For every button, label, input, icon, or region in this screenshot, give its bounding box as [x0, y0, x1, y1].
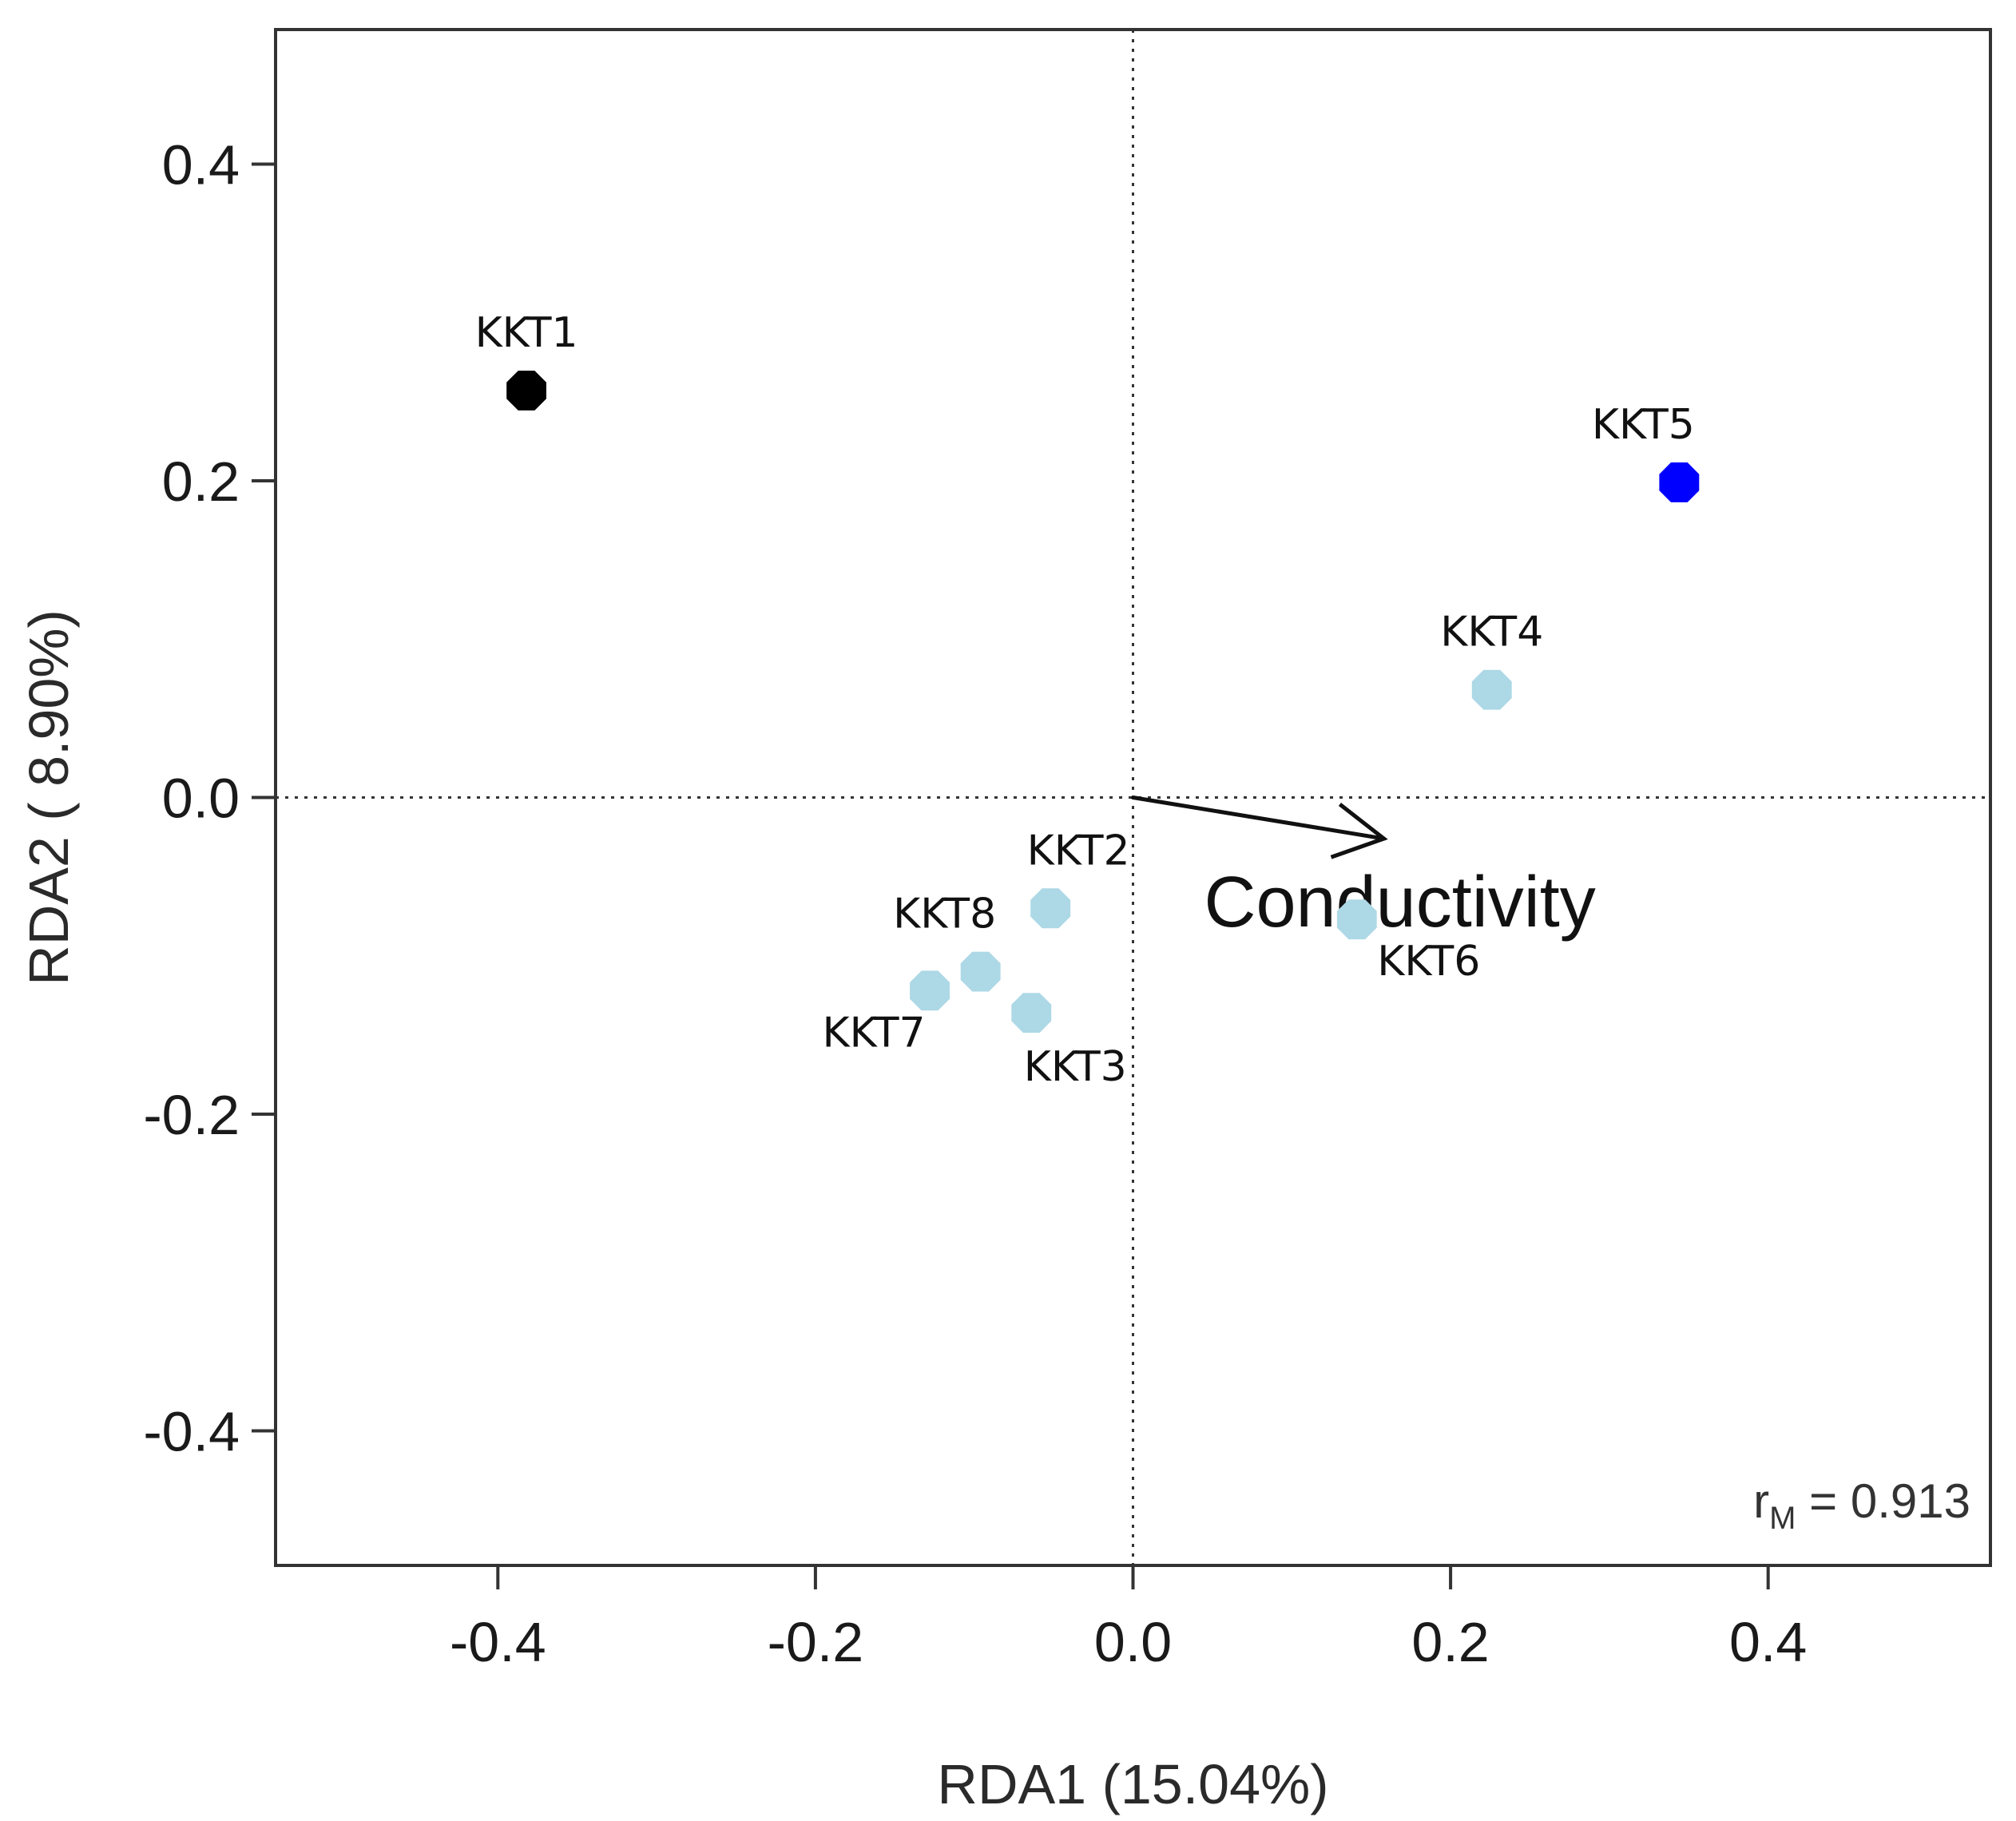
site-label-kkt2: KKT2: [1027, 827, 1130, 875]
x-axis-title: RDA1 (15.04%): [937, 1753, 1328, 1815]
y-tick-label: 0.0: [162, 768, 240, 830]
site-label-kkt1: KKT1: [475, 309, 578, 357]
site-point-kkt5: [1659, 462, 1699, 502]
site-label-kkt4: KKT4: [1440, 609, 1543, 657]
site-point-kkt4: [1472, 670, 1512, 710]
site-point-kkt1: [506, 371, 546, 411]
site-point-kkt8: [961, 952, 1001, 992]
site-label-kkt7: KKT7: [823, 1009, 926, 1057]
mantel-r-value: = 0.913: [1796, 1474, 1970, 1528]
site-label-kkt5: KKT5: [1592, 401, 1695, 449]
y-axis: -0.4 -0.2 0.0 0.2 0.4: [143, 134, 276, 1463]
x-axis: -0.4 -0.2 0.0 0.2 0.4: [450, 1565, 1807, 1673]
site-label-kkt8: KKT8: [893, 891, 996, 938]
x-tick-label: 0.4: [1729, 1611, 1807, 1673]
site-labels: KKT1 KKT2 KKT3 KKT4 KKT5 KKT6 KKT7 KKT8: [475, 309, 1695, 1091]
y-tick-label: 0.4: [162, 134, 240, 196]
mantel-r-annotation: rM = 0.913: [1753, 1474, 1970, 1536]
site-label-kkt3: KKT3: [1024, 1043, 1127, 1091]
site-point-kkt6: [1337, 899, 1377, 939]
mantel-r-subscript: M: [1769, 1501, 1796, 1536]
x-tick-label: 0.0: [1094, 1611, 1172, 1673]
y-tick-label: 0.2: [162, 450, 240, 513]
y-tick-label: -0.4: [143, 1400, 240, 1462]
x-tick-label: -0.2: [768, 1611, 864, 1673]
vector-label: Conductivity: [1204, 863, 1595, 942]
site-point-kkt7: [910, 970, 950, 1010]
x-tick-label: 0.2: [1411, 1611, 1489, 1673]
site-point-kkt2: [1030, 888, 1070, 928]
y-tick-label: -0.2: [143, 1084, 240, 1146]
y-axis-title: RDA2 ( 8.90%): [18, 609, 80, 986]
site-point-kkt3: [1011, 993, 1051, 1033]
site-label-kkt6: KKT6: [1377, 938, 1480, 986]
x-tick-label: -0.4: [450, 1611, 546, 1673]
mantel-r-symbol: r: [1753, 1474, 1769, 1528]
vector-arrow-shaft: [1133, 798, 1384, 839]
